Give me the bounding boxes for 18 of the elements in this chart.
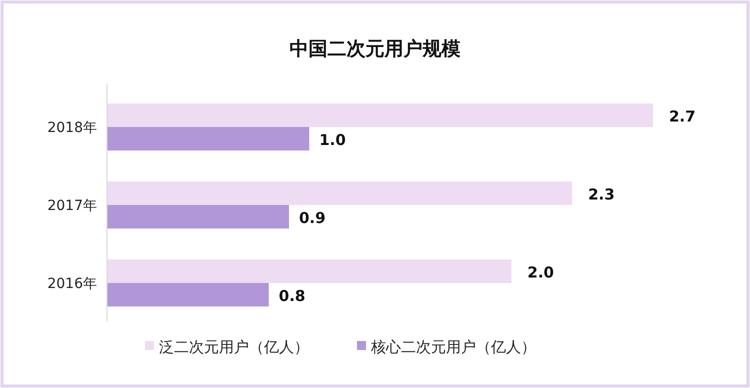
data-label: 0.9	[298, 208, 326, 227]
bar	[107, 260, 512, 283]
y-tick-label: 2017年	[47, 198, 97, 214]
y-tick-label: 2016年	[47, 276, 97, 292]
y-tick-label: 2018年	[47, 120, 97, 136]
chart-title: 中国二次元用户规模	[290, 38, 460, 60]
bar	[107, 127, 310, 150]
bar	[107, 283, 269, 306]
data-label: 2.3	[588, 185, 615, 204]
bar	[107, 205, 289, 228]
legend-label: 泛二次元用户（亿人）	[159, 338, 309, 356]
bar	[107, 104, 653, 127]
data-label: 1.0	[319, 130, 346, 149]
data-label: 2.0	[527, 263, 554, 282]
data-label: 2.7	[668, 107, 696, 126]
bar	[107, 182, 572, 205]
data-label: 0.8	[278, 286, 306, 305]
legend-label: 核心二次元用户（亿人）	[370, 338, 536, 356]
